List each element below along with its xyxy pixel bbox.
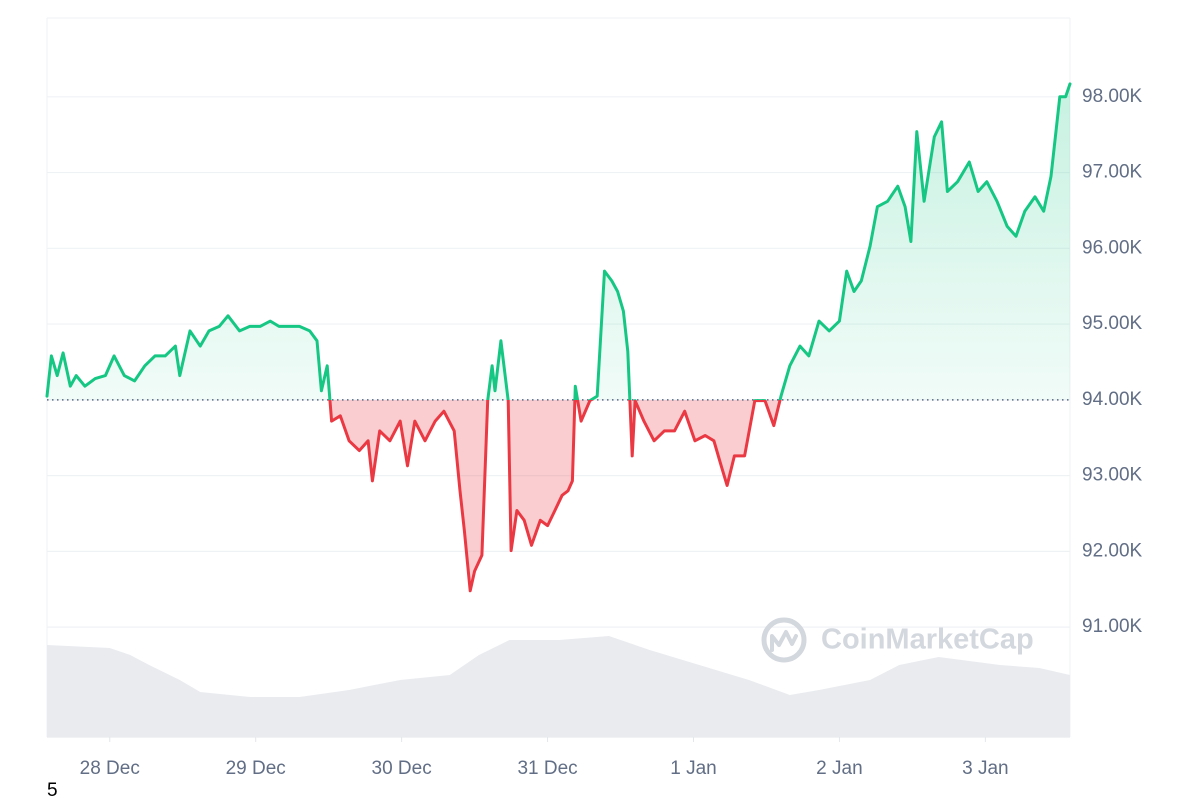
y-tick-label: 95.00K: [1082, 313, 1143, 334]
y-tick-label: 92.00K: [1082, 540, 1143, 561]
x-tick-label: 28 Dec: [80, 758, 140, 779]
watermark: CoinMarketCap: [761, 617, 1034, 663]
watermark-text: CoinMarketCap: [821, 624, 1034, 656]
y-tick-label: 98.00K: [1082, 86, 1143, 107]
x-tick-label: 29 Dec: [226, 758, 286, 779]
price-line: [45, 82, 1072, 593]
y-tick-label: 91.00K: [1082, 616, 1143, 637]
y-tick-label: 97.00K: [1082, 162, 1143, 183]
x-tick-label: 30 Dec: [372, 758, 432, 779]
watermark-logo-mark: [770, 630, 798, 652]
y-tick-label: 93.00K: [1082, 465, 1143, 486]
y-tick-label: 96.00K: [1082, 237, 1143, 258]
price-area: [47, 83, 1070, 591]
watermark-logo: [761, 617, 807, 663]
volume-area: [47, 636, 1070, 737]
x-tick-label: 31 Dec: [517, 758, 577, 779]
footnote: 5: [47, 780, 58, 800]
labels-layer: 91.00K 92.00K 93.00K 94.00K 95.00K 96.00K 97.0…: [80, 86, 1143, 779]
x-tick-label: 2 Jan: [816, 758, 862, 779]
x-tick-label: 3 Jan: [962, 758, 1008, 779]
x-tick-label: 1 Jan: [670, 758, 716, 779]
y-tick-label: 94.00K: [1082, 389, 1143, 410]
volume-layer: [47, 636, 1070, 737]
price-layer: [45, 82, 1072, 593]
